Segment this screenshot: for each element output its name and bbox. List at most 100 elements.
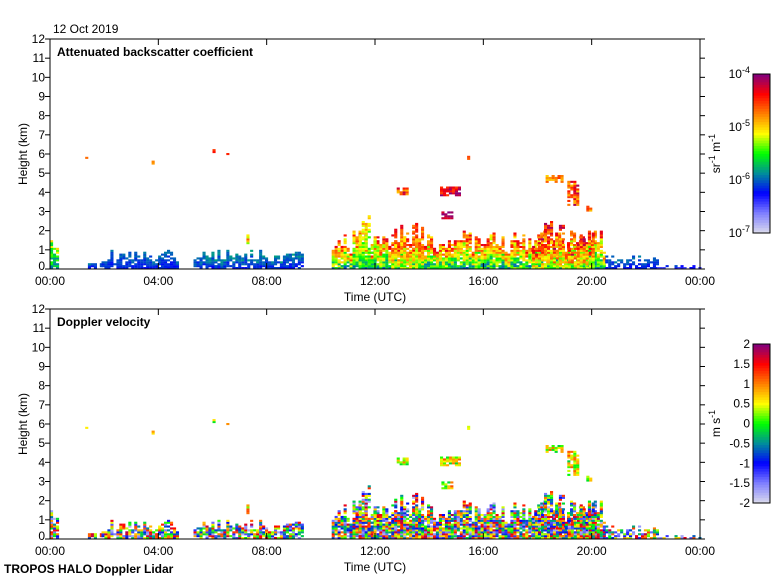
heatmap-cell <box>588 527 592 530</box>
heatmap-cell <box>602 267 606 270</box>
heatmap-cell <box>552 247 556 250</box>
heatmap-cell <box>211 267 215 270</box>
heatmap-cell <box>122 255 126 258</box>
heatmap-cell <box>561 226 565 229</box>
heatmap-feature <box>441 211 454 220</box>
heatmap-cell <box>567 244 571 247</box>
heatmap-cell <box>134 263 138 266</box>
y-tick-label: 1 <box>38 513 45 527</box>
heatmap-cell <box>537 236 541 239</box>
heatmap-cell <box>212 149 216 152</box>
heatmap-cell <box>433 529 437 532</box>
heatmap-cell <box>474 537 478 540</box>
heatmap-cell <box>584 515 588 518</box>
heatmap-cell <box>340 245 344 248</box>
heatmap-cell <box>430 265 434 268</box>
heatmap-cell <box>462 267 466 270</box>
heatmap-cell <box>268 263 272 266</box>
heatmap-cell <box>268 531 272 534</box>
heatmap-cell <box>446 464 450 467</box>
heatmap-cell <box>430 506 434 509</box>
heatmap-cell <box>226 249 230 252</box>
heatmap-cell <box>441 481 445 484</box>
heatmap-cell <box>226 265 230 268</box>
heatmap-cell <box>274 529 278 532</box>
heatmap-cell <box>394 537 398 540</box>
heatmap-cell <box>532 257 536 260</box>
heatmap-cell <box>297 537 301 540</box>
heatmap-cell <box>501 510 505 513</box>
heatmap-cell <box>444 525 448 528</box>
heatmap-cell <box>396 191 400 194</box>
heatmap-cell <box>471 251 475 254</box>
heatmap-cell <box>361 242 365 245</box>
heatmap-cell <box>498 521 502 524</box>
heatmap-cell <box>555 504 559 507</box>
heatmap-cell <box>573 514 577 517</box>
heatmap-cell <box>444 213 448 216</box>
heatmap-cell <box>427 527 431 530</box>
heatmap-cell <box>588 531 592 534</box>
heatmap-cell <box>474 527 478 530</box>
heatmap-cell <box>588 529 592 532</box>
heatmap-cell <box>158 255 162 258</box>
heatmap-cell <box>495 521 499 524</box>
heatmap-cell <box>582 514 586 517</box>
heatmap-cell <box>548 176 552 179</box>
colorbar-swatch <box>753 476 770 480</box>
heatmap-cell <box>649 261 653 264</box>
heatmap-cell <box>343 263 347 266</box>
heatmap-cell <box>573 245 577 248</box>
heatmap-cell <box>397 529 401 532</box>
heatmap-cell <box>418 508 422 511</box>
heatmap-cell <box>232 265 236 268</box>
heatmap-cell <box>564 267 568 270</box>
heatmap-cell <box>173 261 177 264</box>
heatmap-cell <box>110 525 114 528</box>
heatmap-cell <box>137 533 141 536</box>
heatmap-cell <box>376 515 380 518</box>
heatmap-cell <box>421 230 425 233</box>
heatmap-cell <box>211 529 215 532</box>
colorbar-tick-label: 10-5 <box>729 118 750 134</box>
heatmap-cell <box>226 531 230 534</box>
heatmap-cell <box>361 232 365 235</box>
heatmap-cell <box>253 267 257 270</box>
heatmap-cell <box>50 263 54 266</box>
heatmap-cell <box>582 244 586 247</box>
heatmap-cell <box>340 265 344 268</box>
heatmap-cell <box>349 267 353 270</box>
heatmap-cell <box>451 188 455 191</box>
heatmap-cell <box>199 535 203 538</box>
heatmap-cell <box>300 255 304 258</box>
heatmap-cell <box>453 514 457 517</box>
heatmap-cell <box>573 198 577 201</box>
heatmap-cell <box>489 535 493 538</box>
heatmap-cell <box>552 527 556 530</box>
heatmap-cell <box>558 525 562 528</box>
heatmap-cell <box>340 525 344 528</box>
heatmap-cell <box>492 245 496 248</box>
heatmap-cell <box>483 257 487 260</box>
heatmap-cell <box>364 224 368 227</box>
heatmap-cell <box>468 523 472 526</box>
heatmap-cell <box>361 251 365 254</box>
heatmap-cell <box>122 253 126 256</box>
colorbar-swatch <box>753 227 770 231</box>
heatmap-cell <box>259 255 263 258</box>
heatmap-cell <box>588 263 592 266</box>
heatmap-cell <box>541 519 545 522</box>
heatmap-cell <box>573 265 577 268</box>
heatmap-cell <box>522 508 526 511</box>
heatmap-cell <box>465 517 469 520</box>
heatmap-cell <box>522 537 526 540</box>
heatmap-cell <box>516 245 520 248</box>
heatmap-cell <box>519 253 523 256</box>
heatmap-cell <box>232 261 236 264</box>
heatmap-cell <box>486 257 490 260</box>
heatmap-cell <box>495 247 499 250</box>
heatmap-cell <box>364 234 368 237</box>
heatmap-cell <box>334 517 338 520</box>
heatmap-cell <box>373 253 377 256</box>
heatmap-cell <box>492 519 496 522</box>
